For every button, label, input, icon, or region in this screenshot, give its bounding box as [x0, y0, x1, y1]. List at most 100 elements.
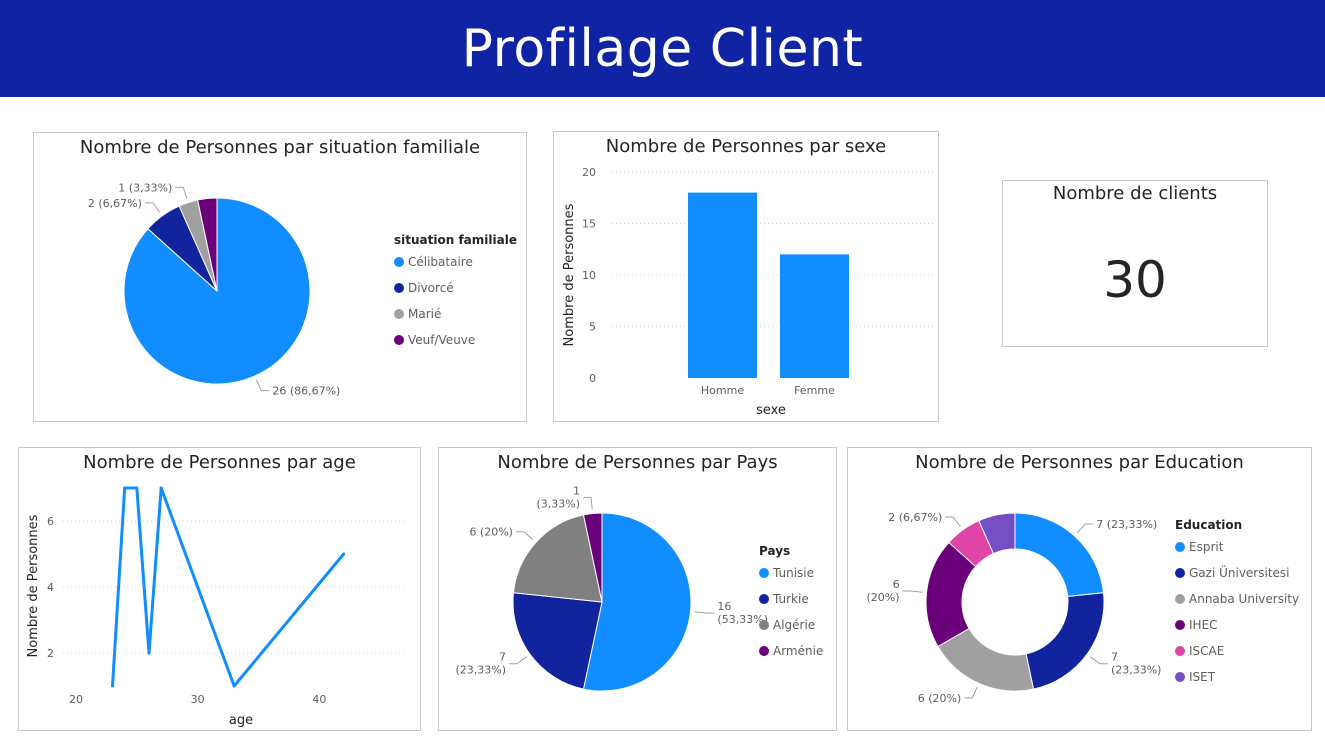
pie-slice-1 [512, 592, 603, 690]
legend-marker-0 [394, 257, 404, 267]
leader-line-2 [964, 686, 978, 699]
legend-item-2: Annaba University [1189, 592, 1299, 606]
legend-item-2: Algérie [773, 618, 815, 632]
leader-line-4 [945, 516, 961, 528]
card-kpi[interactable]: Nombre de clients 30 [1002, 180, 1268, 347]
legend-item-1: Turkie [772, 592, 809, 606]
legend-marker-5 [1175, 672, 1185, 682]
legend-marker-3 [759, 646, 769, 656]
pie-slice-2 [512, 514, 603, 603]
leader-line-0 [1076, 523, 1094, 534]
data-label-3: 1 (3,33%) [536, 485, 580, 511]
card-famille[interactable]: Nombre de Personnes par situation famili… [33, 132, 527, 422]
y-tick-label-1: 5 [589, 321, 596, 334]
y-axis-label: Nombre de Personnes [26, 514, 41, 657]
legend-marker-2 [394, 309, 404, 319]
chart-pays: 16 (53,33%) 7 (23,33%) 6 (20%) 1 (3,33%) Pays Tu… [456, 485, 823, 692]
legend-marker-3 [1175, 620, 1185, 630]
y-tick-label-0: 2 [47, 647, 54, 660]
chart-title: Nombre de Personnes par situation famili… [79, 137, 481, 158]
legend-marker-1 [1175, 568, 1185, 578]
data-label-4: 2 (6,67%) [888, 511, 942, 524]
y-tick-label-3: 15 [582, 218, 596, 231]
chart-famille: 26 (86,67%) 2 (6,67%) 1 (3,33%) situation f… [88, 181, 517, 398]
data-label-1: 2 (6,67%) [88, 197, 142, 210]
x-axis-label: sexe [756, 403, 786, 418]
legend-title: Education [1175, 518, 1242, 532]
pie-slice-0 [582, 512, 692, 692]
card-pays[interactable]: Nombre de Personnes par Pays 16 (53,33%) 7… [438, 447, 837, 731]
chart-title: Nombre de Personnes par Education [915, 452, 1244, 473]
kpi-value: 30 [1103, 251, 1167, 309]
x-tick-label-1: 30 [191, 693, 205, 706]
card-age[interactable]: Nombre de Personnes par age 2 4 6 20 30 40 age… [18, 447, 421, 731]
legend-title: Pays [759, 544, 790, 558]
data-label-2: 1 (3,33%) [118, 181, 172, 194]
data-label-1: 7 (23,33%) [456, 651, 507, 677]
y-tick-label-4: 20 [582, 166, 596, 179]
chart-age: 2 4 6 20 30 40 age Nombre de Personnes [26, 486, 404, 728]
chart-education: 7 (23,33%) 7 (23,33%) 6 (20%) 6 (20%) 2 (6,67%… [867, 511, 1300, 705]
pie-slice-5 [978, 512, 1016, 555]
leader-line-2 [175, 186, 188, 199]
data-label-0: 16 (53,33%) [717, 600, 768, 626]
legend-item-2: Marié [408, 307, 441, 321]
leader-line-0 [255, 379, 270, 392]
y-tick-label-2: 10 [582, 269, 596, 282]
data-label-2: 6 (20%) [469, 526, 513, 539]
chart-title: Nombre de Personnes par age [83, 452, 356, 473]
legend-title: situation familiale [394, 233, 517, 247]
data-label-0: 26 (86,67%) [272, 385, 340, 398]
data-point-6 [342, 552, 346, 556]
y-axis-label: Nombre de Personnes [562, 203, 577, 346]
legend-item-0: Tunisie [772, 566, 814, 580]
legend-item-1: Divorcé [408, 281, 454, 295]
legend-item-3: Arménie [773, 644, 823, 658]
bar-1 [780, 254, 849, 378]
pie-slice-0 [1014, 512, 1105, 598]
legend-item-3: IHEC [1189, 618, 1218, 632]
legend-marker-4 [1175, 646, 1185, 656]
legend-marker-0 [759, 568, 769, 578]
x-tick-label-0: Homme [701, 384, 744, 397]
pie-slice-1 [1025, 592, 1105, 690]
page-title: Profilage Client [461, 18, 864, 79]
chart-title: Nombre de Personnes par Pays [497, 452, 778, 473]
leader-line-1 [144, 202, 161, 213]
data-point-2 [135, 486, 139, 490]
x-tick-label-0: 20 [69, 693, 83, 706]
data-point-4 [159, 486, 163, 490]
chart-title: Nombre de Personnes par sexe [605, 136, 887, 157]
pie-slice-3 [582, 512, 603, 603]
data-label-0: 7 (23,33%) [1096, 518, 1157, 531]
legend-item-0: Célibataire [408, 255, 473, 269]
leader-line-2 [515, 531, 534, 541]
leader-line-1 [509, 656, 528, 665]
legend-item-1: Gazi Üniversitesi [1189, 564, 1290, 580]
y-tick-label-1: 4 [47, 581, 54, 594]
legend-marker-3 [394, 335, 404, 345]
header-banner: Profilage Client [0, 0, 1325, 97]
leader-line-1 [1089, 656, 1108, 665]
x-tick-label-1: Femme [794, 384, 835, 397]
leader-line-3 [583, 497, 593, 510]
x-axis-label: age [229, 713, 253, 728]
card-sexe[interactable]: Nombre de Personnes par sexe 0 5 10 15 20 Hom… [553, 131, 939, 422]
legend-marker-1 [759, 594, 769, 604]
legend-item-0: Esprit [1189, 540, 1224, 554]
legend-marker-0 [1175, 542, 1185, 552]
legend-marker-1 [394, 283, 404, 293]
legend-marker-2 [759, 620, 769, 630]
data-label-3: 6 (20%) [867, 578, 900, 604]
legend-item-5: ISET [1189, 670, 1216, 684]
x-tick-label-2: 40 [312, 693, 326, 706]
legend-item-3: Veuf/Veuve [408, 333, 475, 347]
pie-slice-3 [197, 197, 218, 292]
leader-line-3 [902, 590, 923, 593]
y-tick-label-2: 6 [47, 515, 54, 528]
chart-sexe: 0 5 10 15 20 Homme Femme sexe Nombre de Personne… [562, 166, 934, 418]
card-education[interactable]: Nombre de Personnes par Education 7 (23,… [847, 447, 1312, 731]
data-label-2: 6 (20%) [918, 692, 962, 705]
kpi-title: Nombre de clients [1052, 183, 1218, 204]
data-point-5 [232, 684, 236, 688]
